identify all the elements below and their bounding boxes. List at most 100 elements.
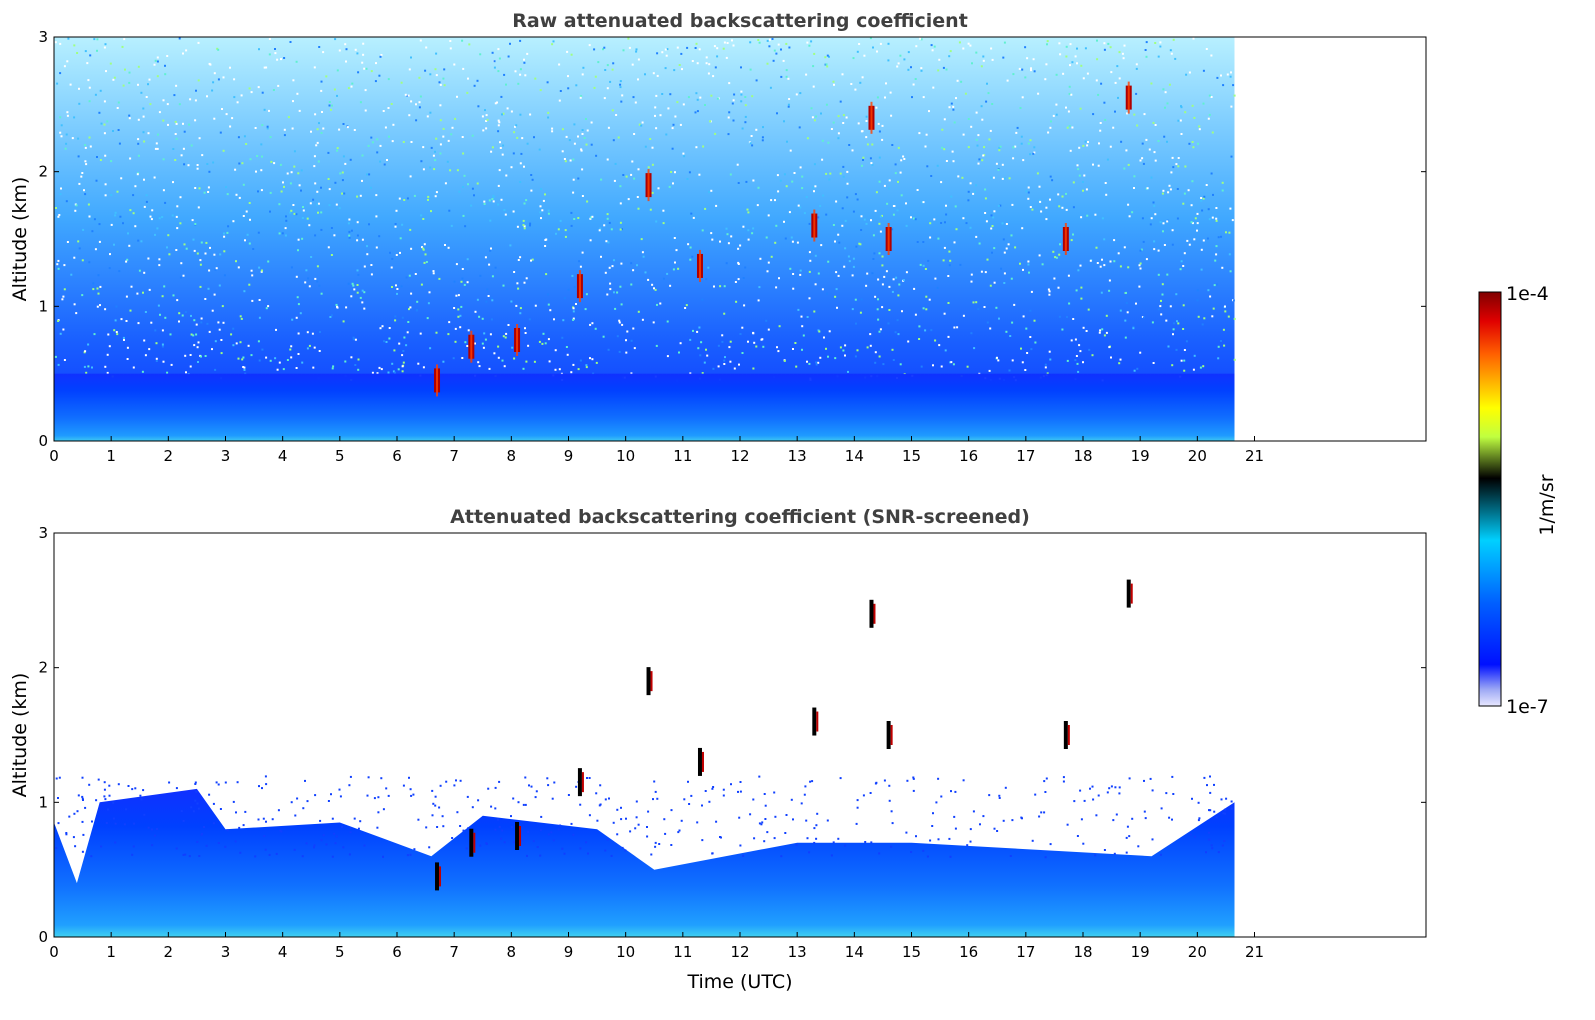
- x-tick-label: 8: [507, 447, 517, 465]
- speckle: [564, 160, 567, 163]
- speckle: [96, 49, 98, 52]
- speckle: [758, 41, 761, 44]
- speckle: [892, 213, 895, 216]
- speckle: [1009, 855, 1012, 857]
- speckle: [809, 259, 812, 262]
- speckle: [859, 81, 862, 84]
- speckle: [179, 222, 182, 225]
- speckle: [1019, 262, 1021, 265]
- speckle: [1065, 55, 1068, 58]
- speckle: [232, 800, 235, 803]
- speckle: [603, 46, 606, 49]
- speckle: [974, 190, 976, 193]
- speckle: [159, 313, 161, 316]
- speckle: [606, 158, 609, 161]
- speckle: [405, 276, 408, 279]
- speckle: [998, 794, 1001, 797]
- speckle: [677, 831, 680, 834]
- speckle: [249, 218, 251, 221]
- speckle: [154, 59, 157, 62]
- speckle: [1115, 813, 1118, 816]
- speckle: [579, 359, 582, 362]
- speckle: [575, 785, 578, 788]
- speckle: [457, 294, 460, 297]
- speckle: [201, 832, 203, 835]
- speckle: [1082, 189, 1084, 192]
- speckle: [1006, 79, 1009, 82]
- speckle: [200, 321, 203, 324]
- speckle: [1103, 238, 1106, 241]
- speckle: [551, 43, 554, 46]
- speckle: [136, 292, 139, 295]
- speckle: [59, 131, 62, 134]
- speckle: [274, 52, 277, 55]
- colorbar-min-label: 1e-7: [1506, 696, 1549, 718]
- speckle: [827, 141, 830, 144]
- speckle: [1206, 784, 1208, 787]
- speckle: [813, 841, 816, 844]
- speckle: [426, 317, 429, 320]
- speckle: [482, 129, 485, 132]
- speckle: [780, 855, 783, 858]
- speckle: [1014, 246, 1017, 249]
- speckle: [292, 100, 294, 103]
- speckle: [366, 794, 369, 797]
- speckle: [1128, 215, 1131, 218]
- speckle: [608, 221, 611, 224]
- speckle: [1175, 163, 1178, 166]
- speckle: [774, 815, 777, 818]
- speckle: [666, 320, 669, 323]
- speckle: [169, 333, 172, 336]
- speckle: [166, 103, 169, 106]
- speckle: [952, 160, 955, 163]
- speckle: [317, 202, 320, 205]
- speckle: [837, 132, 840, 135]
- speckle: [1041, 263, 1044, 266]
- speckle: [104, 365, 107, 368]
- speckle: [599, 784, 602, 787]
- speckle: [479, 53, 482, 56]
- speckle: [481, 115, 484, 118]
- speckle: [1029, 153, 1032, 156]
- speckle: [381, 325, 384, 328]
- speckle: [214, 368, 217, 371]
- speckle: [238, 162, 241, 165]
- speckle: [547, 111, 550, 114]
- speckle: [117, 101, 120, 104]
- speckle: [498, 780, 501, 783]
- speckle: [565, 346, 568, 348]
- speckle: [1033, 146, 1036, 149]
- speckle: [134, 787, 137, 790]
- speckle: [780, 48, 782, 51]
- speckle: [373, 797, 376, 800]
- speckle: [837, 233, 840, 236]
- speckle: [217, 48, 220, 51]
- speckle: [547, 209, 550, 212]
- speckle: [361, 154, 364, 157]
- speckle: [605, 240, 608, 243]
- speckle: [651, 191, 654, 194]
- speckle: [815, 115, 818, 118]
- speckle: [774, 199, 776, 202]
- speckle: [313, 844, 316, 847]
- speckle: [235, 260, 237, 263]
- speckle: [1002, 238, 1005, 241]
- speckle: [446, 160, 449, 163]
- speckle: [566, 353, 569, 356]
- x-tick-label: 21: [1245, 447, 1264, 465]
- speckle: [406, 94, 409, 97]
- speckle: [539, 854, 542, 857]
- speckle: [523, 225, 526, 228]
- speckle: [764, 804, 767, 807]
- speckle: [142, 131, 145, 134]
- speckle: [1207, 208, 1210, 211]
- speckle: [276, 58, 279, 61]
- speckle: [608, 266, 611, 269]
- speckle: [742, 225, 745, 228]
- speckle: [213, 293, 216, 296]
- speckle: [861, 164, 863, 167]
- speckle: [517, 801, 520, 804]
- speckle: [1139, 249, 1142, 252]
- speckle: [983, 306, 986, 308]
- speckle: [806, 316, 809, 318]
